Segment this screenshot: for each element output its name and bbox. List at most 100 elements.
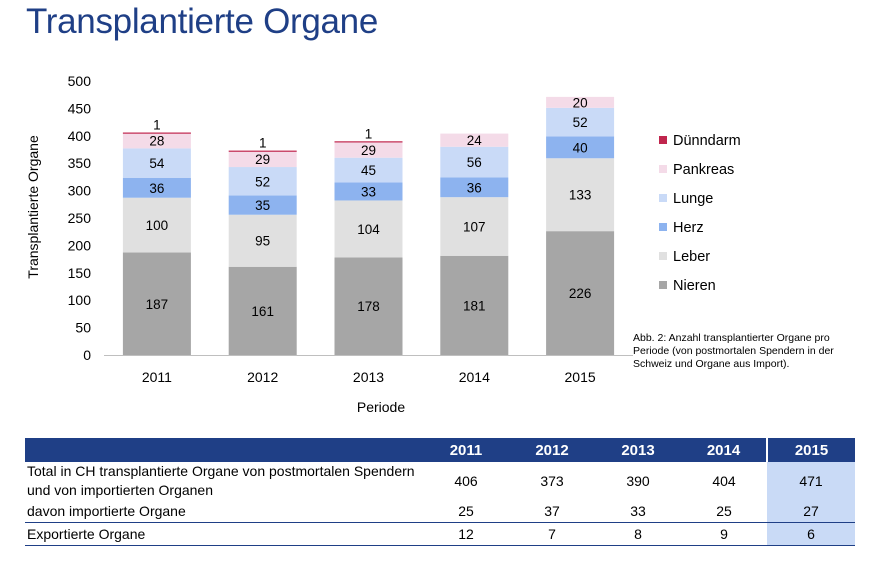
data-label: 104 — [357, 222, 380, 237]
table-cell: 7 — [509, 522, 595, 546]
table-row: davon importierte Organe 25 37 33 25 27 — [25, 500, 855, 523]
data-label: 187 — [146, 297, 169, 312]
bar-segment — [440, 177, 509, 198]
legend: Dünndarm Pankreas Lunge Herz Leber Nieren — [659, 133, 741, 294]
table-cell: 8 — [595, 522, 681, 546]
summary-table: 2011 2012 2013 2014 2015 Total in CH tra… — [25, 438, 855, 546]
data-label: 161 — [251, 304, 274, 319]
x-axis-label: Periode — [357, 399, 405, 415]
data-label: 28 — [149, 134, 164, 149]
row-label: Total in CH transplantierte Organe von p… — [27, 463, 415, 498]
data-label: 36 — [467, 180, 482, 195]
legend-swatch — [659, 194, 667, 202]
legend-label: Nieren — [673, 278, 716, 294]
y-axis: 0 50 100 150 200 250 300 350 400 450 500 — [68, 73, 633, 363]
data-label: 95 — [255, 234, 270, 249]
table-header-cell: 2014 — [681, 438, 767, 462]
bar-segment — [334, 141, 403, 158]
bar-segment — [122, 133, 191, 149]
bar-segment — [546, 158, 615, 232]
legend-label: Pankreas — [673, 162, 734, 178]
bar-segment — [122, 177, 191, 198]
table-row: Total in CH transplantierte Organe von p… — [25, 462, 855, 500]
y-tick-label: 100 — [68, 292, 92, 308]
bar-segment — [440, 133, 509, 147]
table-row: Exportierte Organe 12 7 8 9 6 — [25, 522, 855, 546]
row-label: davon importierte Organe — [25, 500, 423, 523]
data-label: 1 — [259, 136, 267, 151]
bar-segment — [546, 231, 615, 355]
legend-label: Lunge — [673, 191, 713, 207]
bar-segment — [228, 214, 297, 267]
table-header-row: 2011 2012 2013 2014 2015 — [25, 438, 855, 462]
bar-segment — [546, 96, 615, 108]
data-label: 181 — [463, 298, 486, 313]
y-tick-label: 350 — [68, 155, 92, 171]
data-label: 1 — [365, 126, 373, 141]
bar-segment — [440, 197, 509, 256]
y-axis-label: Transplantierte Organe — [25, 135, 41, 279]
x-tick-label: 2014 — [459, 369, 490, 385]
legend-swatch — [659, 252, 667, 260]
page-title: Transplantierte Organe — [26, 2, 379, 41]
figure-caption: Abb. 2: Anzahl transplantierter Organe p… — [633, 332, 834, 370]
y-tick-label: 200 — [68, 237, 92, 253]
bar-segment — [334, 257, 403, 355]
legend-swatch — [659, 165, 667, 173]
data-label: 52 — [573, 115, 588, 130]
table-header-cell — [25, 438, 423, 462]
y-tick-label: 500 — [68, 73, 92, 89]
table-header-cell: 2013 — [595, 438, 681, 462]
data-label: 1 — [153, 118, 161, 133]
bar-segment — [122, 132, 191, 134]
y-tick-label: 450 — [68, 100, 92, 116]
table-cell: 9 — [681, 522, 767, 546]
legend-label: Leber — [673, 249, 710, 265]
table-header-cell: 2012 — [509, 438, 595, 462]
legend-label: Herz — [673, 220, 704, 236]
legend-swatch — [659, 136, 667, 144]
bar-segment — [228, 150, 297, 152]
data-label: 40 — [573, 140, 588, 155]
data-label: 100 — [146, 218, 169, 233]
stacked-bar-chart: 0 50 100 150 200 250 300 350 400 450 500 187 100 36 5… — [25, 73, 741, 415]
bar-segment — [334, 200, 403, 258]
data-label: 29 — [361, 143, 376, 158]
data-label: 45 — [361, 163, 376, 178]
bar-segment — [334, 141, 403, 143]
data-label: 24 — [467, 133, 483, 148]
table-header-cell: 2011 — [423, 438, 509, 462]
bar-segment — [546, 136, 615, 159]
table-cell: 37 — [509, 500, 595, 523]
table-cell: 25 — [423, 500, 509, 523]
y-tick-label: 50 — [75, 320, 91, 336]
data-label: 36 — [149, 181, 164, 196]
data-label: 56 — [467, 155, 482, 170]
bar-segment — [334, 182, 403, 201]
bar-segment — [122, 252, 191, 355]
bar-segment — [334, 157, 403, 183]
y-tick-label: 300 — [68, 183, 92, 199]
data-label: 35 — [255, 198, 270, 213]
bar-segment — [440, 146, 509, 178]
y-tick-label: 250 — [68, 210, 92, 226]
legend-swatch — [659, 281, 667, 289]
table-cell: 404 — [712, 473, 736, 489]
data-label: 133 — [569, 188, 592, 203]
bar-segment — [228, 266, 297, 355]
bar-segment — [228, 167, 297, 196]
table-header-cell: 2015 — [766, 438, 855, 462]
data-label: 178 — [357, 299, 380, 314]
data-label: 52 — [255, 174, 270, 189]
x-axis: 2011 2012 2013 2014 2015 — [142, 369, 596, 385]
table-cell: 406 — [454, 473, 478, 489]
data-label: 226 — [569, 286, 592, 301]
table-cell: 12 — [423, 522, 509, 546]
row-label: Exportierte Organe — [25, 522, 423, 546]
data-label: 20 — [573, 95, 588, 110]
legend-swatch — [659, 223, 667, 231]
y-tick-label: 150 — [68, 265, 92, 281]
table-cell: 25 — [681, 500, 767, 523]
bar-segment — [228, 151, 297, 168]
table-cell: 27 — [767, 500, 855, 523]
